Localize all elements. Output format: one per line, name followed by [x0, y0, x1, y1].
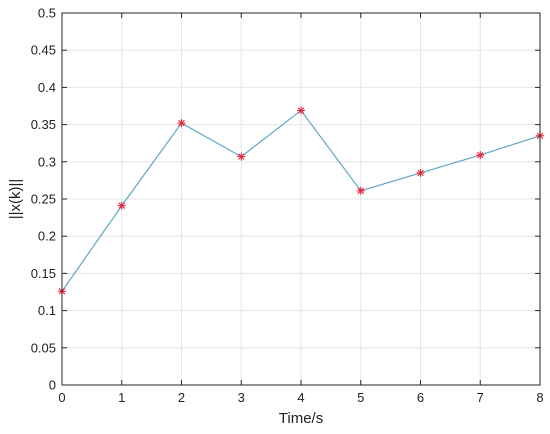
- y-tick-label: 0.05: [31, 340, 56, 355]
- x-tick-label: 3: [238, 390, 245, 405]
- data-point-marker: [237, 152, 246, 161]
- data-point-marker: [476, 151, 485, 160]
- x-tick-labels: 0 1 2 3 4 5 6 7 8: [58, 390, 543, 405]
- axis-ticks: [61, 12, 541, 386]
- y-tick-label: 0.5: [38, 6, 56, 21]
- x-tick-label: 6: [417, 390, 424, 405]
- x-tick-label: 5: [357, 390, 364, 405]
- y-tick-label: 0.2: [38, 229, 56, 244]
- data-point-marker: [117, 201, 126, 210]
- data-point-marker: [416, 168, 425, 177]
- x-tick-label: 7: [477, 390, 484, 405]
- x-tick-label: 4: [297, 390, 304, 405]
- grid: [61, 12, 541, 386]
- y-tick-label: 0.4: [38, 80, 56, 95]
- x-tick-label: 8: [536, 390, 543, 405]
- y-axis-label: ||x(k)||: [7, 179, 24, 220]
- y-tick-label: 0.15: [31, 266, 56, 281]
- y-tick-labels: 0 0.05 0.1 0.15 0.2 0.25 0.3 0.35 0.4 0.45 0.5: [31, 6, 56, 393]
- x-axis-label: Time/s: [279, 410, 323, 427]
- y-tick-label: 0.45: [31, 43, 56, 58]
- x-tick-label: 0: [58, 390, 65, 405]
- y-tick-label: 0.1: [38, 303, 56, 318]
- y-tick-label: 0: [49, 378, 56, 393]
- x-tick-label: 1: [118, 390, 125, 405]
- y-tick-label: 0.3: [38, 154, 56, 169]
- data-point-marker: [297, 106, 305, 115]
- data-point-marker: [177, 119, 186, 128]
- y-tick-label: 0.35: [31, 117, 56, 132]
- data-point-marker: [356, 186, 365, 195]
- y-tick-label: 0.25: [31, 192, 56, 207]
- x-tick-label: 2: [178, 390, 185, 405]
